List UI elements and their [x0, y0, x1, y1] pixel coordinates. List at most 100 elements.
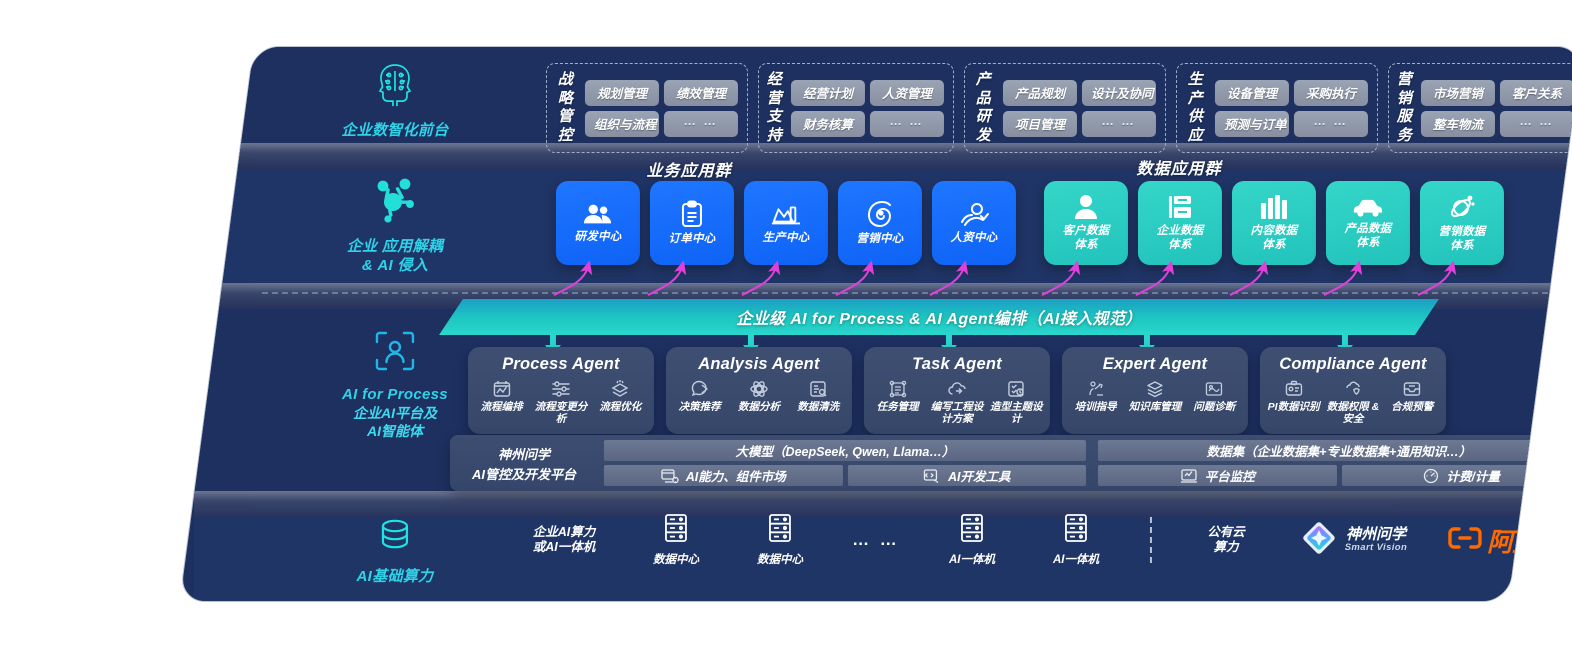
- agent-feature[interactable]: 数据分析: [731, 379, 786, 414]
- platform-llm-row[interactable]: 大模型（DeepSeek, Qwen, Llama…）: [603, 440, 1086, 461]
- platform-cell-monitoring[interactable]: 平台监控: [1097, 465, 1337, 486]
- infra-label: … …: [852, 530, 900, 550]
- group-tile[interactable]: 组织与流程: [584, 110, 659, 137]
- domain-group[interactable]: 营销 服务 市场营销 客户关系 整车物流 … …: [1387, 63, 1572, 154]
- infrastructure-row: 企业AI算力 或AI一体机 数据中心: [504, 513, 1572, 567]
- agent-feature[interactable]: 流程变更分析: [533, 379, 588, 425]
- bars-icon: [1260, 194, 1288, 220]
- group-tile-more[interactable]: … …: [1081, 110, 1156, 137]
- infra-logo-label: 神州问学: [1345, 526, 1406, 544]
- alert-file-icon: [1402, 379, 1422, 399]
- group-tile[interactable]: 项目管理: [1002, 110, 1077, 137]
- agent-card-analysis[interactable]: Analysis Agent 决策推荐: [665, 347, 852, 435]
- agent-feature[interactable]: 流程编排: [474, 379, 529, 425]
- infra-datacenter-2[interactable]: 数据中心: [728, 513, 832, 567]
- agent-feature[interactable]: 合规预警: [1385, 379, 1440, 425]
- group-tile[interactable]: 设备管理: [1214, 79, 1289, 106]
- group-tile[interactable]: 产品规划: [1002, 79, 1077, 106]
- agent-feature[interactable]: 知识库管理: [1127, 379, 1182, 414]
- data-card-customer[interactable]: 客户数据 体系: [1043, 181, 1128, 265]
- group-tile-more[interactable]: … …: [1499, 110, 1572, 137]
- group-tiles: 经营计划 人资管理 财务核算 … …: [790, 79, 944, 137]
- group-tile[interactable]: 绩效管理: [663, 79, 738, 106]
- agent-feature[interactable]: 编写工程设计方案: [929, 379, 984, 425]
- infra-logo-aliyun[interactable]: 阿里云: [1428, 522, 1572, 559]
- agent-feature-label: 流程编排: [480, 401, 523, 413]
- domain-group[interactable]: 产品 研发 产品规划 设计及协同 项目管理 … …: [963, 63, 1166, 154]
- agent-feature[interactable]: 数据清洗: [791, 379, 846, 414]
- group-tile-more[interactable]: … …: [663, 110, 738, 137]
- group-tile-more[interactable]: … …: [1293, 110, 1368, 137]
- group-tile[interactable]: 整车物流: [1420, 110, 1495, 137]
- agent-feature-label: 知识库管理: [1128, 401, 1182, 413]
- agent-feature-label: 培训指导: [1074, 401, 1117, 413]
- agent-feature-label: 流程优化: [599, 401, 642, 413]
- infra-logo-smart-vision[interactable]: 神州问学 Smart Vision: [1278, 518, 1428, 563]
- app-card-rd[interactable]: 研发中心: [555, 181, 640, 265]
- platform-cell-devtools[interactable]: AI开发工具: [847, 465, 1086, 486]
- app-card-label: 生产中心: [762, 231, 810, 244]
- rail-label: AI基础算力: [356, 568, 434, 585]
- app-card-marketing[interactable]: 营销中心: [837, 181, 922, 265]
- agent-feature[interactable]: 数据权限 & 安全: [1325, 379, 1380, 425]
- group-tile[interactable]: 财务核算: [790, 110, 865, 137]
- agent-card-task[interactable]: Task Agent 任务管理: [863, 347, 1050, 435]
- agent-feature[interactable]: 问题诊断: [1187, 379, 1242, 414]
- agent-feature[interactable]: 决策推荐: [672, 379, 727, 414]
- agent-feature-label: 数据清洗: [797, 401, 840, 413]
- infra-datacenter-1[interactable]: 数据中心: [624, 513, 728, 567]
- agent-feature[interactable]: PI数据识别: [1266, 379, 1321, 425]
- database-icon: [300, 517, 490, 560]
- group-tile[interactable]: 市场营销: [1420, 79, 1495, 106]
- group-name: 经营 支持: [766, 71, 783, 144]
- app-card-order[interactable]: 订单中心: [649, 181, 734, 265]
- agent-card-process[interactable]: Process Agent 流程编排: [467, 347, 654, 435]
- platform-cell-billing[interactable]: 计费/计量: [1341, 465, 1572, 486]
- building-icon: [1167, 194, 1193, 220]
- infra-ai-appliance-2[interactable]: AI一体机: [1024, 513, 1128, 567]
- group-tile[interactable]: 采购执行: [1293, 79, 1368, 106]
- group-tile-more[interactable]: … …: [869, 110, 944, 137]
- infra-ai-appliance-1[interactable]: AI一体机: [920, 513, 1024, 567]
- domain-group[interactable]: 经营 支持 经营计划 人资管理 财务核算 … …: [757, 63, 954, 154]
- data-card-enterprise[interactable]: 企业数据 体系: [1137, 181, 1222, 265]
- group-tile[interactable]: 设计及协同: [1081, 79, 1156, 106]
- group-tile[interactable]: 经营计划: [790, 79, 865, 106]
- group-tiles: 市场营销 客户关系 整车物流 … …: [1420, 79, 1572, 137]
- group-tile[interactable]: 规划管理: [584, 79, 659, 106]
- platform-dataset-row[interactable]: 数据集（企业数据集+专业数据集+通用知识…）: [1097, 440, 1572, 461]
- agent-feature[interactable]: 流程优化: [593, 379, 648, 425]
- group-tile[interactable]: 预测与订单: [1214, 110, 1289, 137]
- platform-dataset-label: 数据集（企业数据集+专业数据集+通用知识…）: [1206, 445, 1472, 459]
- group-tile[interactable]: 客户关系: [1499, 79, 1572, 106]
- data-card-content[interactable]: 内容数据 体系: [1231, 181, 1316, 265]
- agent-feature[interactable]: 培训指导: [1068, 379, 1123, 414]
- agent-card-expert[interactable]: Expert Agent 培训指导: [1061, 347, 1248, 435]
- agent-feature[interactable]: 任务管理: [870, 379, 925, 425]
- platform-cell-marketplace[interactable]: AI能力、组件市场: [603, 465, 843, 486]
- infra-label: AI一体机: [948, 554, 995, 566]
- app-card-hr[interactable]: 人资中心: [931, 181, 1016, 265]
- task-net-icon: [888, 379, 908, 399]
- infra-label: 企业AI算力 或AI一体机: [532, 524, 596, 555]
- group-tile[interactable]: 人资管理: [869, 79, 944, 106]
- smart-vision-logo: [1299, 518, 1339, 563]
- data-card-marketing[interactable]: 营销数据 体系: [1419, 181, 1504, 265]
- agent-title: Compliance Agent: [1279, 355, 1427, 373]
- data-card-product[interactable]: 产品数据 体系: [1325, 181, 1410, 265]
- group-tiles: 产品规划 设计及协同 项目管理 … …: [1002, 79, 1156, 137]
- agent-feature[interactable]: 造型主题设计: [989, 379, 1044, 425]
- agent-feature-label: 任务管理: [876, 401, 919, 413]
- domain-group[interactable]: 战略 管控 规划管理 绩效管理 组织与流程 … …: [545, 63, 748, 154]
- molecule-icon: [300, 175, 490, 230]
- domain-group[interactable]: 生产 供应 设备管理 采购执行 预测与订单 … …: [1175, 63, 1378, 154]
- app-card-production[interactable]: 生产中心: [743, 181, 828, 265]
- app-card-label: 研发中心: [574, 230, 622, 243]
- data-apps-title: 数据应用群: [1136, 161, 1222, 178]
- platform-left-column: 大模型（DeepSeek, Qwen, Llama…） AI能力、组件市场: [598, 435, 1092, 491]
- data-card-label: 产品数据 体系: [1344, 222, 1392, 249]
- ai-orchestration-banner[interactable]: 企业级 AI for Process & AI Agent编排（AI接入规范）: [439, 299, 1439, 335]
- agent-feature-label: PI数据识别: [1267, 401, 1320, 413]
- business-apps-title: 业务应用群: [646, 163, 732, 180]
- agent-card-compliance[interactable]: Compliance Agent PI数据识别: [1259, 347, 1446, 435]
